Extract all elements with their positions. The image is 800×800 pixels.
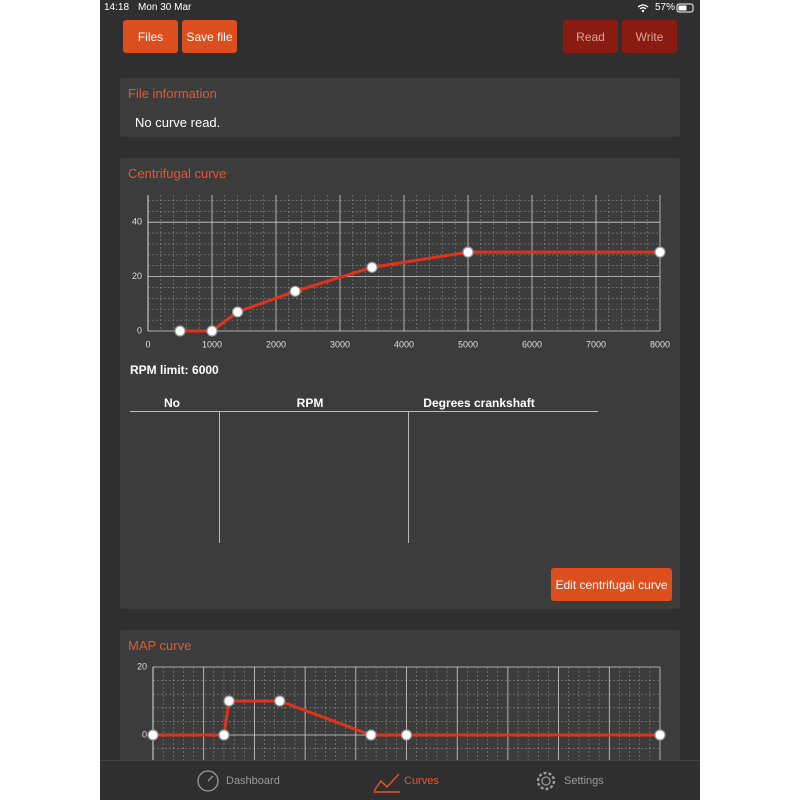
charts: 0 1000 2000 3000 4000 5000 6000 7000 8000 0 20 40 0 2… <box>132 195 670 769</box>
curve-point <box>654 729 666 741</box>
y-tick-label: 40 <box>132 217 142 227</box>
column-separator <box>219 412 220 543</box>
rpm-limit: RPM limit: 6000 <box>130 363 219 377</box>
rpm-limit-label: RPM limit: <box>130 363 189 377</box>
y-tick-label: 20 <box>137 661 147 671</box>
save-file-button[interactable]: Save file <box>182 20 237 53</box>
curve-point <box>365 729 377 741</box>
x-tick-label: 3000 <box>330 339 350 349</box>
panel-title: File information <box>128 86 217 101</box>
curve-point <box>232 306 244 318</box>
dashboard-icon <box>197 770 219 792</box>
curve-point <box>174 325 186 337</box>
files-button[interactable]: Files <box>123 20 178 53</box>
panel-title: MAP curve <box>128 638 192 653</box>
edit-curve-button[interactable]: Edit centrifugal curve <box>551 568 672 601</box>
tab-settings[interactable]: Settings <box>564 775 604 787</box>
curve-point <box>274 695 286 707</box>
screen: 14:18 Mon 30 Mar 57% Files Save file Rea… <box>100 0 700 800</box>
curve-point <box>366 261 378 273</box>
x-tick-label: 4000 <box>394 339 414 349</box>
curve-point <box>400 729 413 741</box>
curve-line <box>180 250 660 333</box>
status-time: 14:18 <box>104 2 130 13</box>
y-tick-label: 0 <box>142 729 147 739</box>
x-tick-label: 5000 <box>458 339 478 349</box>
y-tick-label: 20 <box>132 271 142 281</box>
curve-point <box>654 246 666 258</box>
read-button[interactable]: Read <box>563 20 618 53</box>
table-header: No <box>164 396 180 410</box>
x-tick-label: 8000 <box>650 339 670 349</box>
table-header: RPM <box>296 396 324 410</box>
table-header: Degrees crankshaft <box>423 396 535 410</box>
status-date: Mon 30 Mar <box>138 2 192 13</box>
x-tick-label: 0 <box>145 339 150 349</box>
settings-icon <box>536 771 556 791</box>
tab-dashboard[interactable]: Dashboard <box>226 775 280 787</box>
curves-icon <box>373 773 400 793</box>
curve-point <box>462 246 474 258</box>
tab-bar: Dashboard Curves Settings <box>100 760 700 800</box>
status-battery: 57% <box>655 2 676 13</box>
curve-point <box>289 285 301 297</box>
file-info-text: No curve read. <box>135 115 221 130</box>
curve-point <box>218 729 230 741</box>
curve-point <box>206 325 218 337</box>
curve-point <box>147 729 159 741</box>
write-button[interactable]: Write <box>622 20 677 53</box>
panel-title: Centrifugal curve <box>128 166 227 181</box>
x-tick-label: 7000 <box>586 339 606 349</box>
tab-curves[interactable]: Curves <box>404 775 439 787</box>
x-tick-label: 6000 <box>522 339 542 349</box>
status-icons <box>637 3 694 13</box>
table-header-rule <box>130 411 598 412</box>
x-tick-label: 1000 <box>202 339 222 349</box>
y-tick-label: 0 <box>137 325 142 335</box>
rpm-limit-value: 6000 <box>192 363 219 377</box>
column-separator <box>408 412 409 543</box>
x-tick-label: 2000 <box>266 339 286 349</box>
curve-point <box>223 695 235 707</box>
file-info-panel: File information No curve read. <box>120 78 680 137</box>
